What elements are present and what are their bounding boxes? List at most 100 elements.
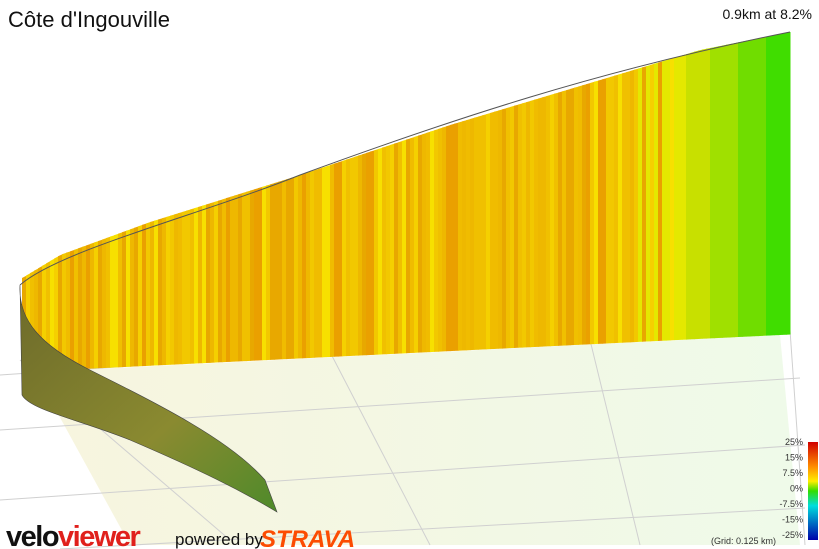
wall-stripe: [390, 143, 395, 355]
wall-stripe: [162, 216, 167, 366]
wall-stripe: [474, 116, 479, 350]
wall-stripe: [70, 249, 75, 370]
wall-stripe: [334, 162, 339, 357]
wall-stripe: [286, 178, 291, 360]
wall-stripe: [530, 99, 535, 348]
summary: 0.9km at 8.2%: [723, 6, 813, 22]
wall-stripe: [378, 147, 383, 355]
wall-stripe: [58, 254, 63, 371]
wall-stripe: [166, 215, 171, 365]
wall-stripe: [242, 191, 247, 362]
wall-stripe: [462, 120, 467, 351]
scale-tick-label: -15%: [782, 515, 803, 525]
wall-stripe: [570, 87, 575, 346]
wall-stripe: [154, 219, 159, 366]
wall-stripe: [230, 195, 235, 362]
wall-stripe: [498, 109, 503, 349]
wall-stripe: [518, 103, 523, 348]
wall-stripe: [482, 114, 487, 350]
wall-stripe: [326, 165, 331, 358]
wall-stripe: [702, 48, 707, 339]
wall-stripe: [714, 46, 719, 339]
logo-viewer: viewer: [58, 521, 140, 549]
wall-stripe: [650, 63, 655, 342]
wall-stripe: [142, 223, 147, 367]
wall-stripe: [222, 198, 227, 363]
wall-stripe: [538, 97, 543, 347]
wall-stripe: [670, 57, 675, 341]
wall-stripe: [290, 176, 295, 359]
wall-stripe: [582, 84, 587, 345]
wall-stripe: [610, 75, 615, 344]
wall-stripe: [350, 157, 355, 356]
scale-tick-label: 15%: [785, 453, 803, 463]
wall-stripe: [294, 175, 299, 359]
wall-stripe: [146, 222, 151, 366]
wall-stripe: [774, 34, 779, 336]
wall-stripe: [534, 98, 539, 348]
wall-stripe: [330, 163, 335, 357]
wall-stripe: [262, 185, 267, 361]
wall-stripe: [502, 108, 507, 349]
wall-stripe: [486, 113, 491, 350]
wall-stripe: [362, 153, 367, 356]
wall-stripe: [370, 150, 375, 356]
wall-stripe: [686, 53, 691, 340]
wall-stripe: [198, 205, 203, 364]
wall-stripe: [614, 74, 619, 344]
wall-stripe: [450, 123, 455, 352]
wall-stripe: [178, 211, 183, 365]
wall-stripe: [414, 135, 419, 353]
scale-tick-label: 25%: [785, 437, 803, 447]
wall-stripe: [406, 138, 411, 354]
wall-stripe: [306, 171, 311, 359]
wall-stripe: [678, 55, 683, 340]
wall-stripe: [394, 142, 399, 354]
wall-stripe: [478, 115, 483, 350]
wall-stripe: [606, 77, 611, 344]
wall-stripe: [238, 193, 243, 362]
wall-stripe: [386, 145, 391, 355]
wall-stripe: [282, 179, 287, 360]
wall-stripe: [86, 244, 91, 369]
grid-note: (Grid: 0.125 km): [711, 536, 776, 546]
wall-stripe: [318, 167, 323, 358]
wall-stripe: [190, 208, 195, 364]
wall-stripe: [426, 131, 431, 353]
wall-stripe: [90, 242, 95, 369]
wall-stripe: [490, 111, 495, 350]
wall-stripe: [258, 186, 263, 361]
wall-stripe: [170, 214, 175, 365]
wall-stripe: [690, 51, 695, 340]
wall-stripe: [122, 230, 127, 368]
scale-tick-label: -7.5%: [779, 499, 803, 509]
wall-stripe: [246, 190, 251, 362]
wall-stripe: [374, 149, 379, 355]
wall-stripe: [674, 56, 679, 341]
wall-stripe: [622, 72, 627, 343]
wall-stripe: [586, 83, 591, 345]
wall-stripe: [698, 49, 703, 340]
wall-stripe: [438, 127, 443, 352]
wall-stripe: [78, 246, 83, 370]
wall-stripe: [466, 119, 471, 351]
wall-stripe: [74, 248, 79, 370]
wall-stripe: [506, 107, 511, 349]
wall-stripe: [278, 180, 283, 360]
wall-stripe: [658, 61, 663, 341]
wall-stripe: [642, 66, 647, 342]
wall-stripe: [366, 151, 371, 356]
wall-stripe: [746, 40, 751, 337]
wall-stripe: [602, 78, 607, 344]
wall-stripe: [66, 251, 71, 370]
wall-stripe: [710, 47, 715, 339]
wall-stripe: [218, 199, 223, 363]
wall-stripe: [430, 130, 435, 353]
wall-stripe: [410, 137, 415, 354]
wall-stripe: [174, 213, 179, 365]
wall-stripe: [446, 125, 451, 352]
wall-stripe: [522, 102, 527, 348]
wall-stripe: [266, 184, 271, 361]
wall-stripe: [50, 258, 55, 371]
